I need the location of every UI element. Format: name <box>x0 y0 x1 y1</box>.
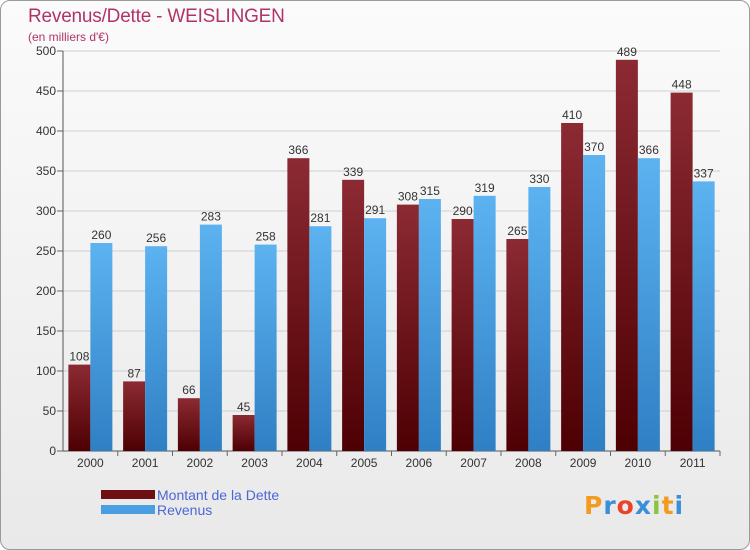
x-tick-label: 2000 <box>77 456 104 470</box>
y-tick-label: 100 <box>36 364 56 378</box>
bar-debt <box>123 381 146 451</box>
data-label-debt: 87 <box>127 366 141 380</box>
bar-revenus <box>364 218 387 451</box>
bar-revenus <box>583 155 606 451</box>
data-label-debt: 448 <box>672 78 692 92</box>
data-label-revenus: 315 <box>420 184 440 198</box>
data-label-debt: 339 <box>343 165 363 179</box>
legend-swatch-revenus <box>101 505 155 514</box>
data-label-revenus: 281 <box>310 211 330 225</box>
logo-letter: i <box>652 491 662 520</box>
bar-debt <box>396 204 419 451</box>
y-tick-label: 300 <box>36 204 56 218</box>
y-tick-label: 350 <box>36 164 56 178</box>
x-tick-label: 2007 <box>460 456 487 470</box>
data-label-revenus: 366 <box>639 143 659 157</box>
data-label-revenus: 256 <box>146 231 166 245</box>
bar-revenus <box>692 181 715 451</box>
y-tick-label: 450 <box>36 84 56 98</box>
data-label-debt: 489 <box>617 45 637 59</box>
bar-revenus <box>145 246 168 451</box>
bar-revenus <box>473 195 496 451</box>
bar-debt <box>670 92 693 451</box>
logo-letter: i <box>674 491 685 520</box>
x-tick-label: 2006 <box>406 456 433 470</box>
legend-label-revenus: Revenus <box>157 501 213 518</box>
y-tick-label: 0 <box>49 444 56 458</box>
bar-revenus <box>199 224 222 451</box>
bar-debt <box>506 239 529 451</box>
y-tick-label: 250 <box>36 244 56 258</box>
data-label-debt: 108 <box>69 350 89 364</box>
data-label-debt: 366 <box>288 143 308 157</box>
proxiti-logo: Proxiti <box>584 491 684 520</box>
bar-revenus <box>528 187 551 451</box>
chart-subtitle: (en milliers d'€) <box>28 30 109 44</box>
chart-title: Revenus/Dette - WEISLINGEN <box>28 6 285 27</box>
y-tick-label: 500 <box>36 44 56 58</box>
bar-debt <box>232 415 255 451</box>
logo-letter: r <box>603 491 617 520</box>
x-tick-label: 2005 <box>351 456 378 470</box>
logo-letter: x <box>634 491 652 520</box>
data-label-revenus: 291 <box>365 203 385 217</box>
chart-legend: Montant de la Dette Revenus <box>101 486 280 518</box>
data-label-revenus: 260 <box>91 228 111 242</box>
legend-label-debt: Montant de la Dette <box>157 486 280 503</box>
data-label-revenus: 370 <box>584 140 604 154</box>
data-label-debt: 265 <box>507 224 527 238</box>
data-label-debt: 45 <box>237 400 251 414</box>
x-tick-label: 2010 <box>625 456 652 470</box>
bar-debt <box>342 179 365 452</box>
x-tick-label: 2001 <box>132 456 159 470</box>
bar-debt <box>287 158 310 451</box>
y-tick-label: 400 <box>36 124 56 138</box>
x-tick-label: 2008 <box>515 456 542 470</box>
y-tick-label: 200 <box>36 284 56 298</box>
data-label-debt: 410 <box>562 108 582 122</box>
logo-letter: P <box>584 491 604 520</box>
bar-debt <box>68 364 91 451</box>
x-tick-label: 2002 <box>187 456 214 470</box>
logo-letter: t <box>661 491 675 520</box>
logo-letter: o <box>616 491 635 520</box>
bar-debt <box>615 59 638 452</box>
y-tick-label: 150 <box>36 324 56 338</box>
y-tick-label: 50 <box>43 404 57 418</box>
bar-revenus <box>418 199 441 451</box>
data-label-revenus: 337 <box>694 166 714 180</box>
legend-swatch-debt <box>101 490 155 499</box>
data-label-debt: 290 <box>453 204 473 218</box>
data-label-revenus: 258 <box>256 230 276 244</box>
data-label-debt: 66 <box>182 383 196 397</box>
legend-item-debt: Montant de la Dette <box>101 486 280 503</box>
x-tick-label: 2011 <box>680 456 706 470</box>
bar-revenus <box>90 243 113 451</box>
x-tick-label: 2004 <box>296 456 323 470</box>
bar-debt <box>451 219 474 451</box>
data-label-revenus: 283 <box>201 210 221 224</box>
data-label-debt: 308 <box>398 190 418 204</box>
bar-debt <box>561 123 584 451</box>
bar-revenus <box>309 226 332 451</box>
x-tick-label: 2009 <box>570 456 597 470</box>
bar-revenus <box>637 158 660 451</box>
bar-revenus <box>254 244 277 451</box>
x-tick-label: 2003 <box>241 456 268 470</box>
bar-debt <box>177 398 200 451</box>
data-label-revenus: 330 <box>529 172 549 186</box>
data-label-revenus: 319 <box>475 181 495 195</box>
legend-item-revenus: Revenus <box>101 501 279 518</box>
